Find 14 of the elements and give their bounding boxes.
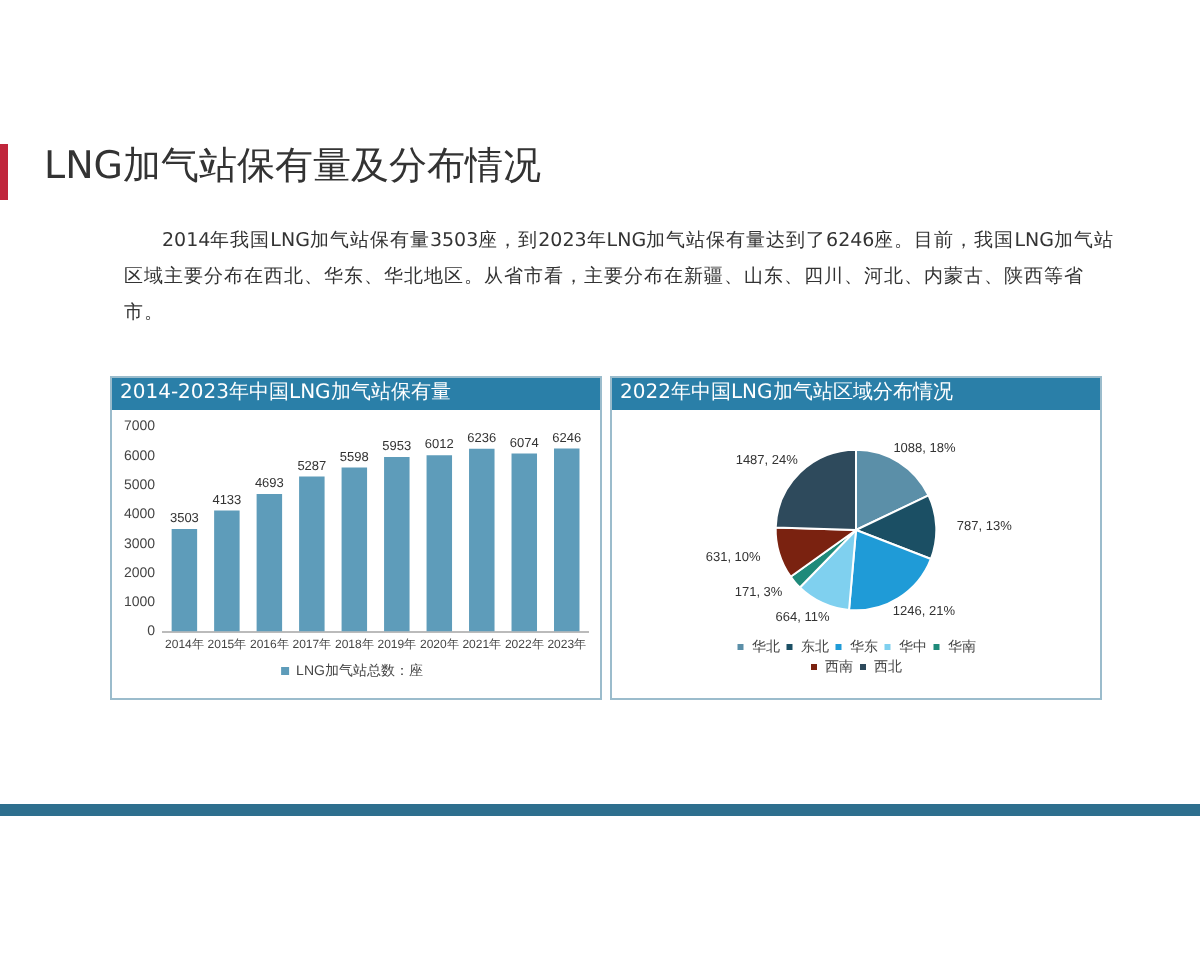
bar — [171, 528, 198, 632]
bar — [384, 457, 410, 632]
bar — [214, 510, 240, 632]
bar — [341, 467, 368, 632]
bar — [426, 455, 453, 632]
chart-title: 2014-2023年中国LNG加气站保有量 — [112, 378, 600, 410]
bar — [554, 448, 580, 632]
bar — [299, 476, 325, 632]
bar — [469, 448, 495, 632]
bar — [511, 453, 538, 632]
text: LNG加气站保有量及分布情况 — [44, 142, 544, 192]
chart-title: 2022年中国LNG加气站区域分布情况 — [612, 378, 1100, 410]
bar — [256, 494, 283, 632]
text: 2014年我国LNG加气站保有量3503座，到2023年LNG加气站保有量达到了6246座。目前，我国LNG加气站区域主要分布在西北、华东、华北地区。从省市看，主要分布在新疆、山东、四川、河北、内蒙古、陕西等省市。 — [124, 228, 1116, 328]
